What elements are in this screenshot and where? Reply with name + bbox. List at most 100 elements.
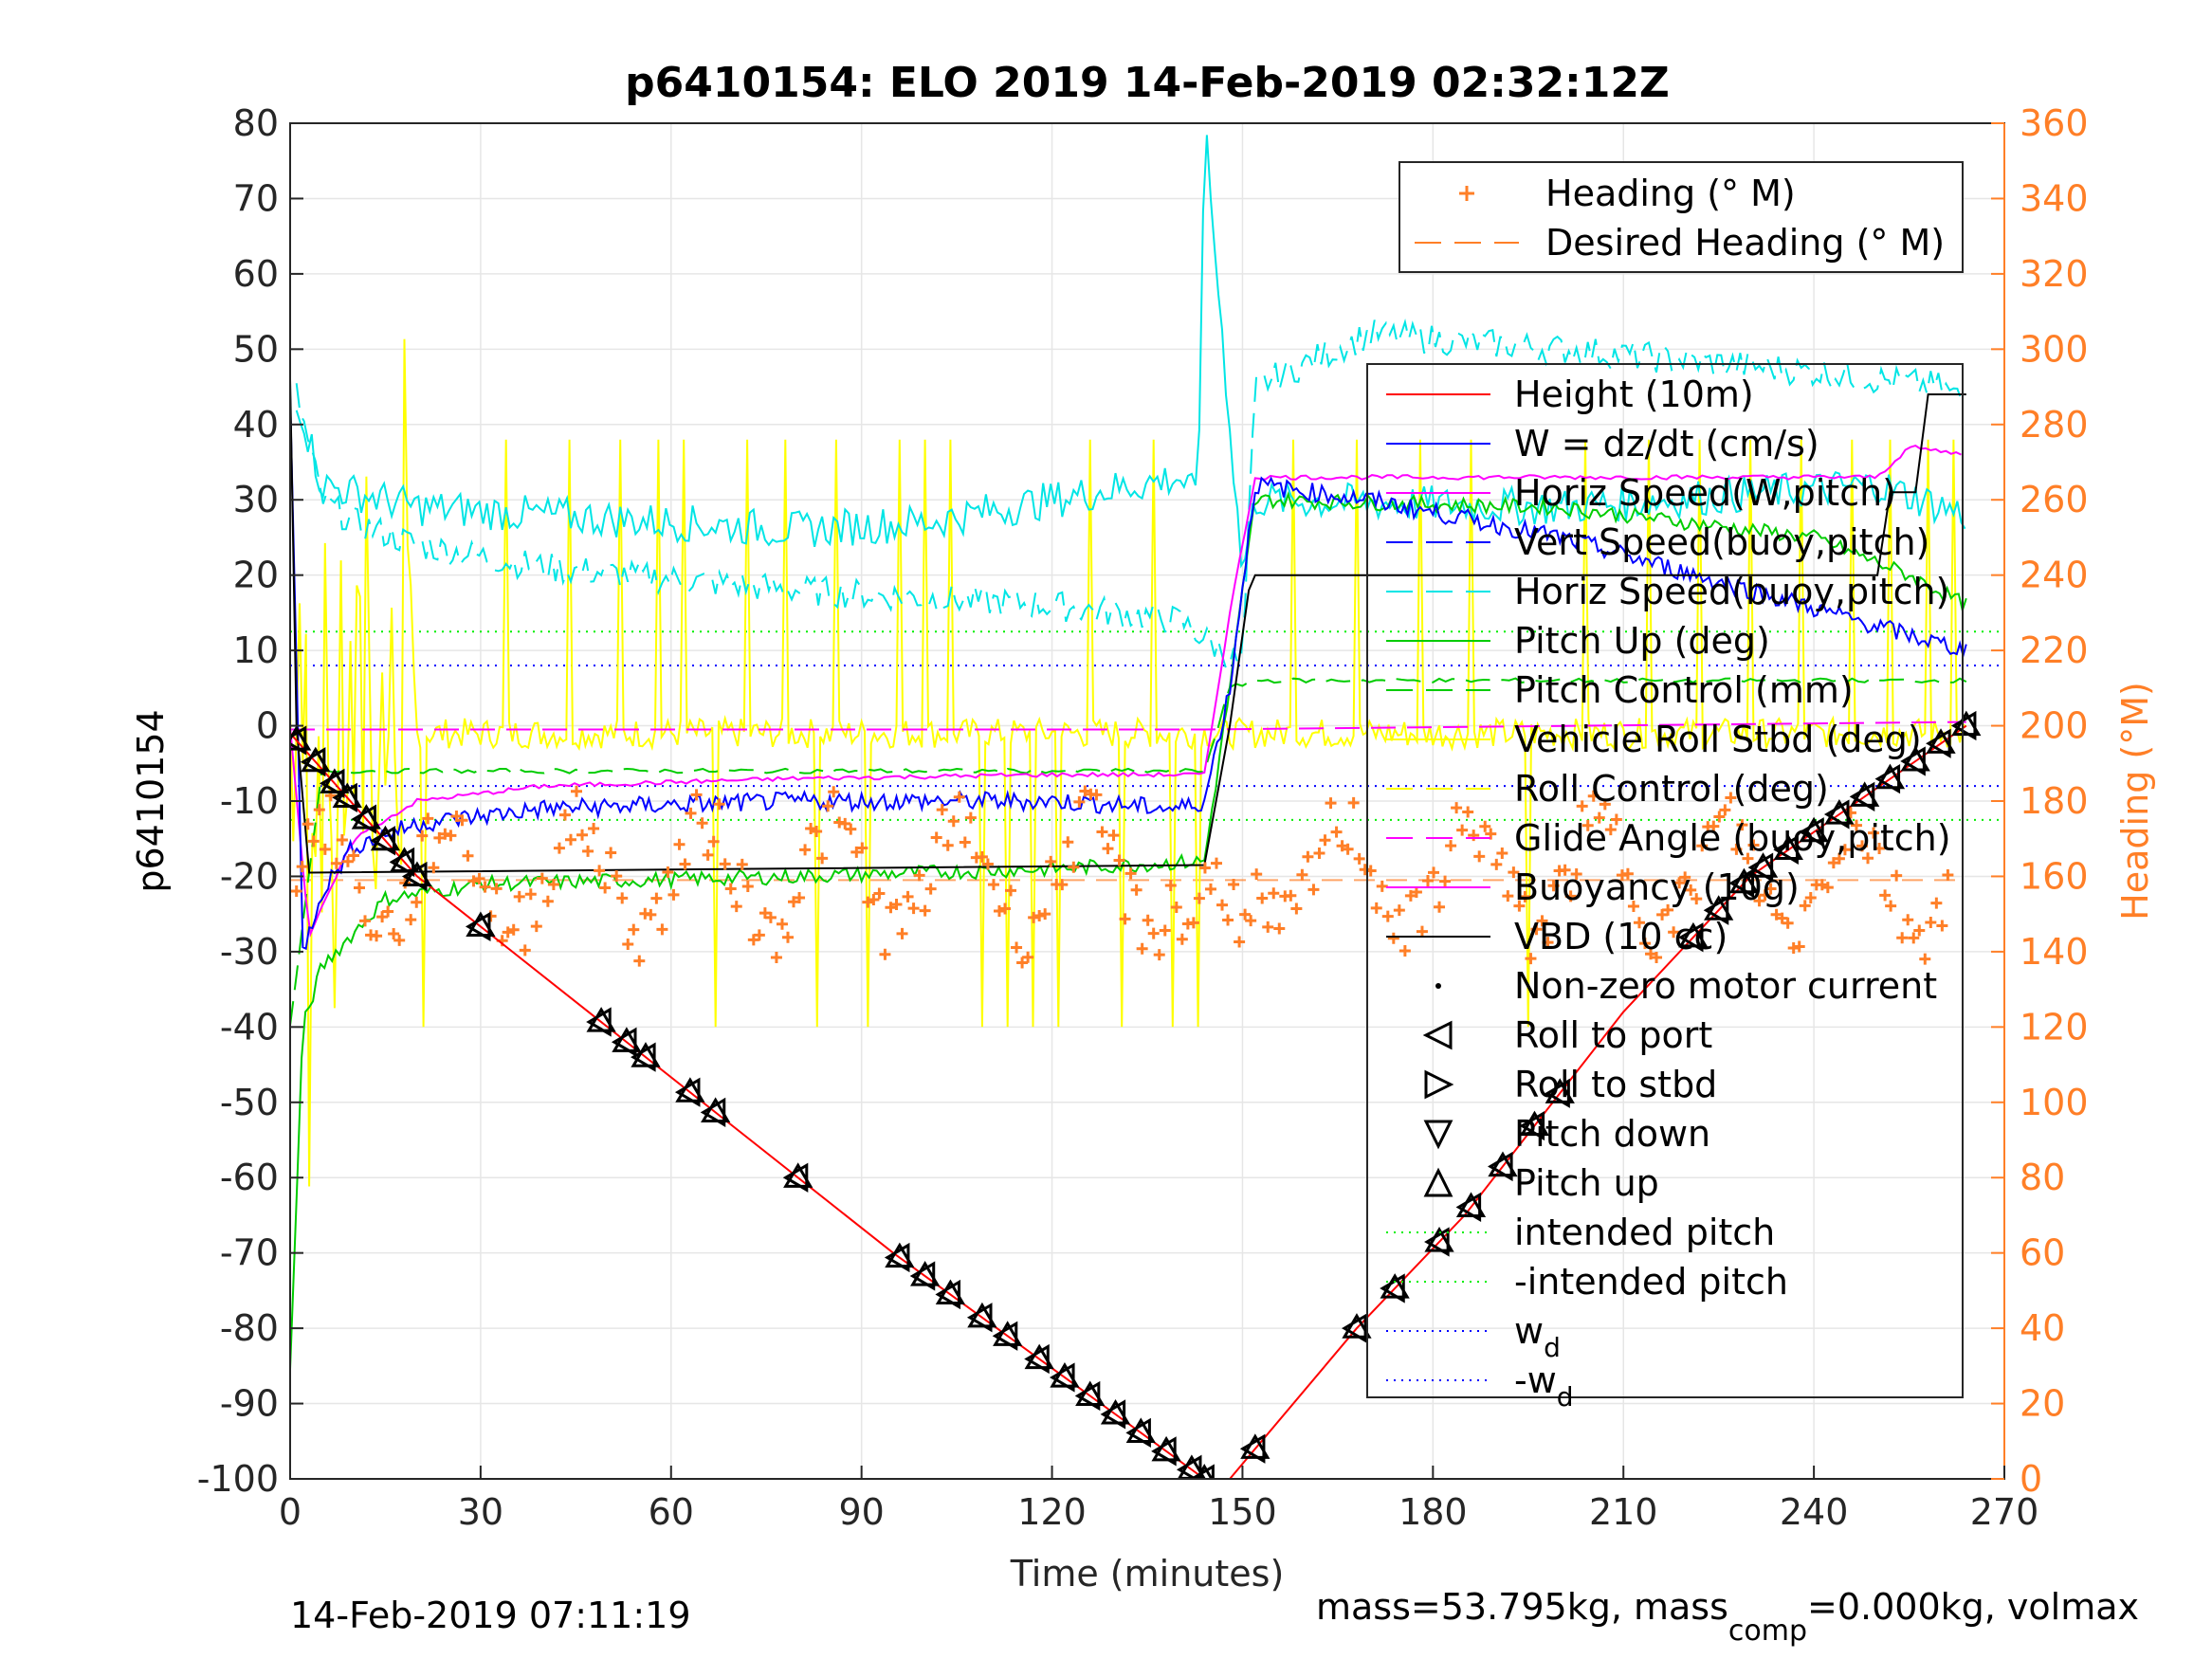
heading-marker [1170,901,1182,913]
roll-port-marker [966,1303,993,1333]
heading-marker [1462,806,1474,818]
heading-marker [656,923,668,936]
roll-port-marker [465,911,491,942]
heading-marker [764,911,777,923]
heading-marker [307,835,320,848]
heading-marker [547,878,559,890]
y-tick-label: -60 [220,1157,279,1198]
series-horiz-speed-buoy [295,318,1965,670]
heading-marker [987,879,999,891]
heading-marker [393,934,406,946]
heading-marker [753,929,765,941]
heading-marker [507,923,520,936]
heading-marker [513,890,525,902]
heading-marker [1479,820,1491,832]
heading-marker [868,893,880,905]
heading-marker [1753,895,1765,907]
heading-marker [558,809,571,821]
heading-marker [747,934,759,946]
heading-marker [1862,852,1874,865]
heading-marker [1164,880,1177,892]
legend-main-label: VBD (10 cc) [1514,916,1728,957]
heading-marker [1273,922,1286,935]
heading-marker [679,858,691,870]
heading-marker [490,883,503,895]
heading-marker [707,835,720,848]
heading-marker [599,882,612,894]
heading-marker [959,836,971,848]
roll-port-marker [401,861,428,892]
heading-marker [702,848,714,861]
heading-marker [1451,802,1463,814]
heading-marker [719,858,731,870]
roll-port-marker [992,1321,1018,1351]
heading-marker [1353,852,1365,865]
right-tick-label: 60 [2020,1232,2065,1274]
footer-mass-a: mass=53.795kg, mass [1316,1586,1728,1628]
heading-marker [1891,869,1903,882]
heading-marker [1234,936,1246,948]
y-tick-label: 10 [233,629,279,671]
heading-marker [1290,902,1303,915]
y-tick-label: 20 [233,555,279,596]
roll-port-marker [1799,817,1824,848]
heading-marker [1536,915,1548,927]
legend-main-sample [1422,1020,1453,1050]
heading-marker [1198,862,1211,874]
heading-marker [1268,887,1280,900]
heading-marker [1759,889,1771,902]
y-tick-label: -20 [220,855,279,897]
heading-marker [1930,897,1943,909]
roll-port-marker [389,847,415,877]
heading-marker [456,814,468,827]
heading-marker [1719,804,1731,816]
heading-marker [571,785,583,797]
heading-marker [1868,827,1880,839]
heading-marker [845,823,857,835]
roll-port-marker [1677,922,1704,953]
right-tick-label: 340 [2020,177,2089,219]
heading-marker [1124,867,1137,880]
heading-marker [805,822,817,834]
heading-marker [1490,858,1503,870]
heading-marker [1856,840,1868,852]
roll-port-marker [1703,895,1729,925]
y-tick-label: -100 [197,1458,279,1500]
heading-marker [633,955,646,967]
heading-marker [1838,844,1851,856]
right-tick-label: 200 [2020,705,2089,747]
heading-marker [1410,886,1422,899]
heading-marker [1547,880,1560,892]
heading-marker [1028,911,1040,923]
heading-marker [999,902,1011,915]
heading-marker [1381,910,1394,922]
heading-marker [1776,912,1788,924]
heading-marker [1256,892,1269,904]
heading-marker [1102,843,1114,855]
heading-marker [1153,949,1165,961]
heading-marker [1587,790,1600,802]
heading-marker [1473,850,1486,863]
heading-marker [1421,875,1434,887]
heading-marker [319,843,331,855]
legend-main-label: -intended pitch [1514,1261,1788,1303]
roll-port-marker [290,725,307,756]
ticks: 0 30 60 90 120 150 180 210 240 270 80 70 60 50 40 30 20 1… [197,102,2089,1533]
heading-marker [347,849,359,862]
roll-port-marker [1728,867,1755,899]
legend-heading-label: Heading (° M) [1545,173,1796,214]
roll-port-marker [319,768,345,798]
right-tick-label: 320 [2020,253,2089,295]
heading-marker [433,831,446,844]
heading-marker [1210,857,1222,869]
heading-marker [1330,826,1343,838]
roll-port-marker [631,1042,656,1072]
heading-marker [907,902,920,915]
heading-marker [553,842,565,854]
heading-marker [1193,892,1205,904]
y-tick-label: 60 [233,253,279,295]
roll-port-marker [700,1097,726,1127]
right-tick-label: 260 [2020,479,2089,520]
heading-marker [1696,840,1709,852]
heading-marker [296,861,308,873]
